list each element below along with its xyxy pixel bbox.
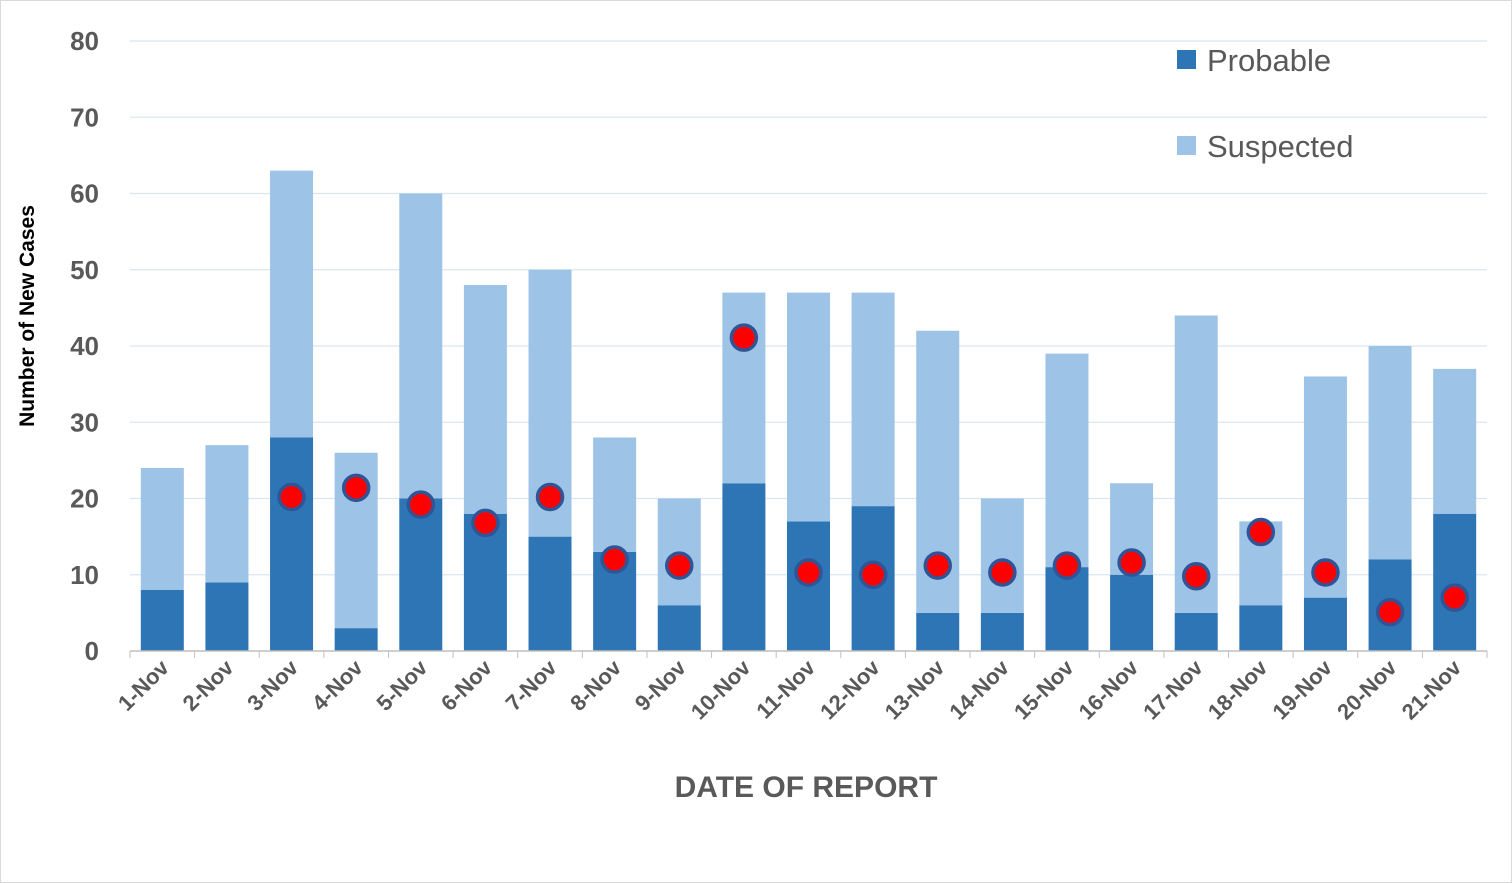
x-tick-label-20-Nov: 20-Nov bbox=[1332, 654, 1402, 724]
marker-4-Nov bbox=[341, 473, 371, 503]
bar-probable-2-Nov bbox=[205, 582, 249, 651]
x-tick-label-15-Nov: 15-Nov bbox=[1009, 654, 1079, 724]
marker-7-Nov bbox=[535, 482, 565, 512]
x-tick-label-13-Nov: 13-Nov bbox=[880, 654, 950, 724]
y-tick-label-30: 30 bbox=[70, 407, 99, 437]
x-tick-label-6-Nov: 6-Nov bbox=[436, 654, 497, 715]
bar-probable-4-Nov bbox=[334, 628, 378, 651]
legend-swatch-suspected bbox=[1177, 136, 1196, 155]
bar-suspected-3-Nov bbox=[270, 170, 314, 438]
y-tick-label-50: 50 bbox=[70, 255, 99, 285]
legend-label-suspected: Suspected bbox=[1207, 129, 1354, 164]
x-tick-label-16-Nov: 16-Nov bbox=[1074, 654, 1144, 724]
bar-probable-21-Nov bbox=[1433, 513, 1477, 651]
markers bbox=[277, 323, 1469, 627]
x-tick-label-2-Nov: 2-Nov bbox=[178, 654, 239, 715]
legend-label-probable: Probable bbox=[1207, 43, 1331, 78]
bar-probable-7-Nov bbox=[528, 536, 572, 651]
bar-probable-18-Nov bbox=[1239, 605, 1283, 651]
y-tick-label-20: 20 bbox=[70, 484, 99, 514]
bar-probable-13-Nov bbox=[916, 612, 960, 651]
bar-probable-1-Nov bbox=[140, 590, 184, 651]
x-tick-label-5-Nov: 5-Nov bbox=[371, 654, 432, 715]
bar-suspected-21-Nov bbox=[1433, 368, 1477, 514]
bar-probable-5-Nov bbox=[399, 498, 443, 651]
x-tick-label-7-Nov: 7-Nov bbox=[501, 654, 562, 715]
y-tick-label-70: 70 bbox=[70, 102, 99, 132]
x-tick-label-12-Nov: 12-Nov bbox=[815, 654, 885, 724]
bar-probable-19-Nov bbox=[1303, 597, 1347, 651]
x-tick-label-8-Nov: 8-Nov bbox=[565, 654, 626, 715]
marker-12-Nov bbox=[858, 560, 888, 589]
bar-probable-17-Nov bbox=[1174, 612, 1218, 651]
y-tick-label-10: 10 bbox=[70, 560, 99, 590]
y-tick-label-0: 0 bbox=[85, 636, 99, 666]
bar-suspected-1-Nov bbox=[140, 468, 184, 590]
x-tick-label-11-Nov: 11-Nov bbox=[751, 654, 820, 723]
bar-suspected-10-Nov bbox=[722, 292, 766, 484]
marker-16-Nov bbox=[1117, 548, 1146, 577]
bar-suspected-15-Nov bbox=[1045, 353, 1089, 568]
bar-suspected-20-Nov bbox=[1368, 346, 1412, 560]
marker-18-Nov bbox=[1246, 517, 1276, 547]
x-tick-label-10-Nov: 10-Nov bbox=[686, 654, 756, 724]
bar-suspected-11-Nov bbox=[787, 292, 830, 522]
legend: Probable Suspected bbox=[1177, 43, 1354, 164]
x-tick-label-19-Nov: 19-Nov bbox=[1267, 654, 1337, 724]
marker-21-Nov bbox=[1440, 583, 1469, 612]
x-tick-label-21-Nov: 21-Nov bbox=[1397, 654, 1467, 724]
bar-suspected-12-Nov bbox=[851, 292, 895, 507]
bar-probable-15-Nov bbox=[1045, 567, 1089, 651]
marker-19-Nov bbox=[1311, 558, 1340, 587]
y-tick-label-80: 80 bbox=[70, 26, 99, 56]
marker-10-Nov bbox=[729, 323, 759, 352]
x-axis-title: DATE OF REPORT bbox=[675, 771, 938, 804]
bar-probable-9-Nov bbox=[657, 605, 701, 651]
x-tick-label-18-Nov: 18-Nov bbox=[1203, 654, 1273, 724]
marker-6-Nov bbox=[471, 508, 500, 538]
x-tick-label-9-Nov: 9-Nov bbox=[630, 654, 691, 715]
marker-14-Nov bbox=[988, 558, 1017, 587]
axis-labels: DATE OF REPORT Number of New Cases bbox=[16, 205, 937, 804]
x-tick-label-17-Nov: 17-Nov bbox=[1138, 654, 1208, 724]
marker-8-Nov bbox=[600, 545, 629, 574]
bar-suspected-8-Nov bbox=[593, 437, 637, 552]
legend-swatch-probable bbox=[1177, 50, 1196, 69]
x-tick-label-1-Nov: 1-Nov bbox=[113, 654, 174, 715]
bar-suspected-5-Nov bbox=[399, 193, 443, 499]
marker-20-Nov bbox=[1375, 597, 1405, 627]
marker-15-Nov bbox=[1052, 551, 1082, 580]
bar-suspected-14-Nov bbox=[980, 498, 1024, 613]
y-tick-label-40: 40 bbox=[70, 331, 99, 361]
y-tick-label-60: 60 bbox=[70, 179, 99, 209]
marker-17-Nov bbox=[1181, 562, 1211, 591]
y-axis-title: Number of New Cases bbox=[16, 205, 39, 427]
bar-suspected-2-Nov bbox=[205, 445, 249, 583]
bar-probable-10-Nov bbox=[722, 483, 766, 651]
marker-13-Nov bbox=[923, 551, 952, 580]
bar-probable-14-Nov bbox=[980, 612, 1024, 651]
marker-9-Nov bbox=[665, 551, 694, 580]
marker-3-Nov bbox=[277, 482, 306, 512]
marker-5-Nov bbox=[406, 490, 436, 519]
x-tick-label-14-Nov: 14-Nov bbox=[944, 654, 1014, 724]
marker-11-Nov bbox=[794, 558, 823, 587]
x-tick-label-4-Nov: 4-Nov bbox=[307, 654, 368, 715]
bar-probable-3-Nov bbox=[270, 437, 314, 651]
x-tick-label-3-Nov: 3-Nov bbox=[242, 654, 303, 715]
bar-suspected-6-Nov bbox=[463, 285, 507, 514]
bar-probable-16-Nov bbox=[1110, 574, 1154, 651]
